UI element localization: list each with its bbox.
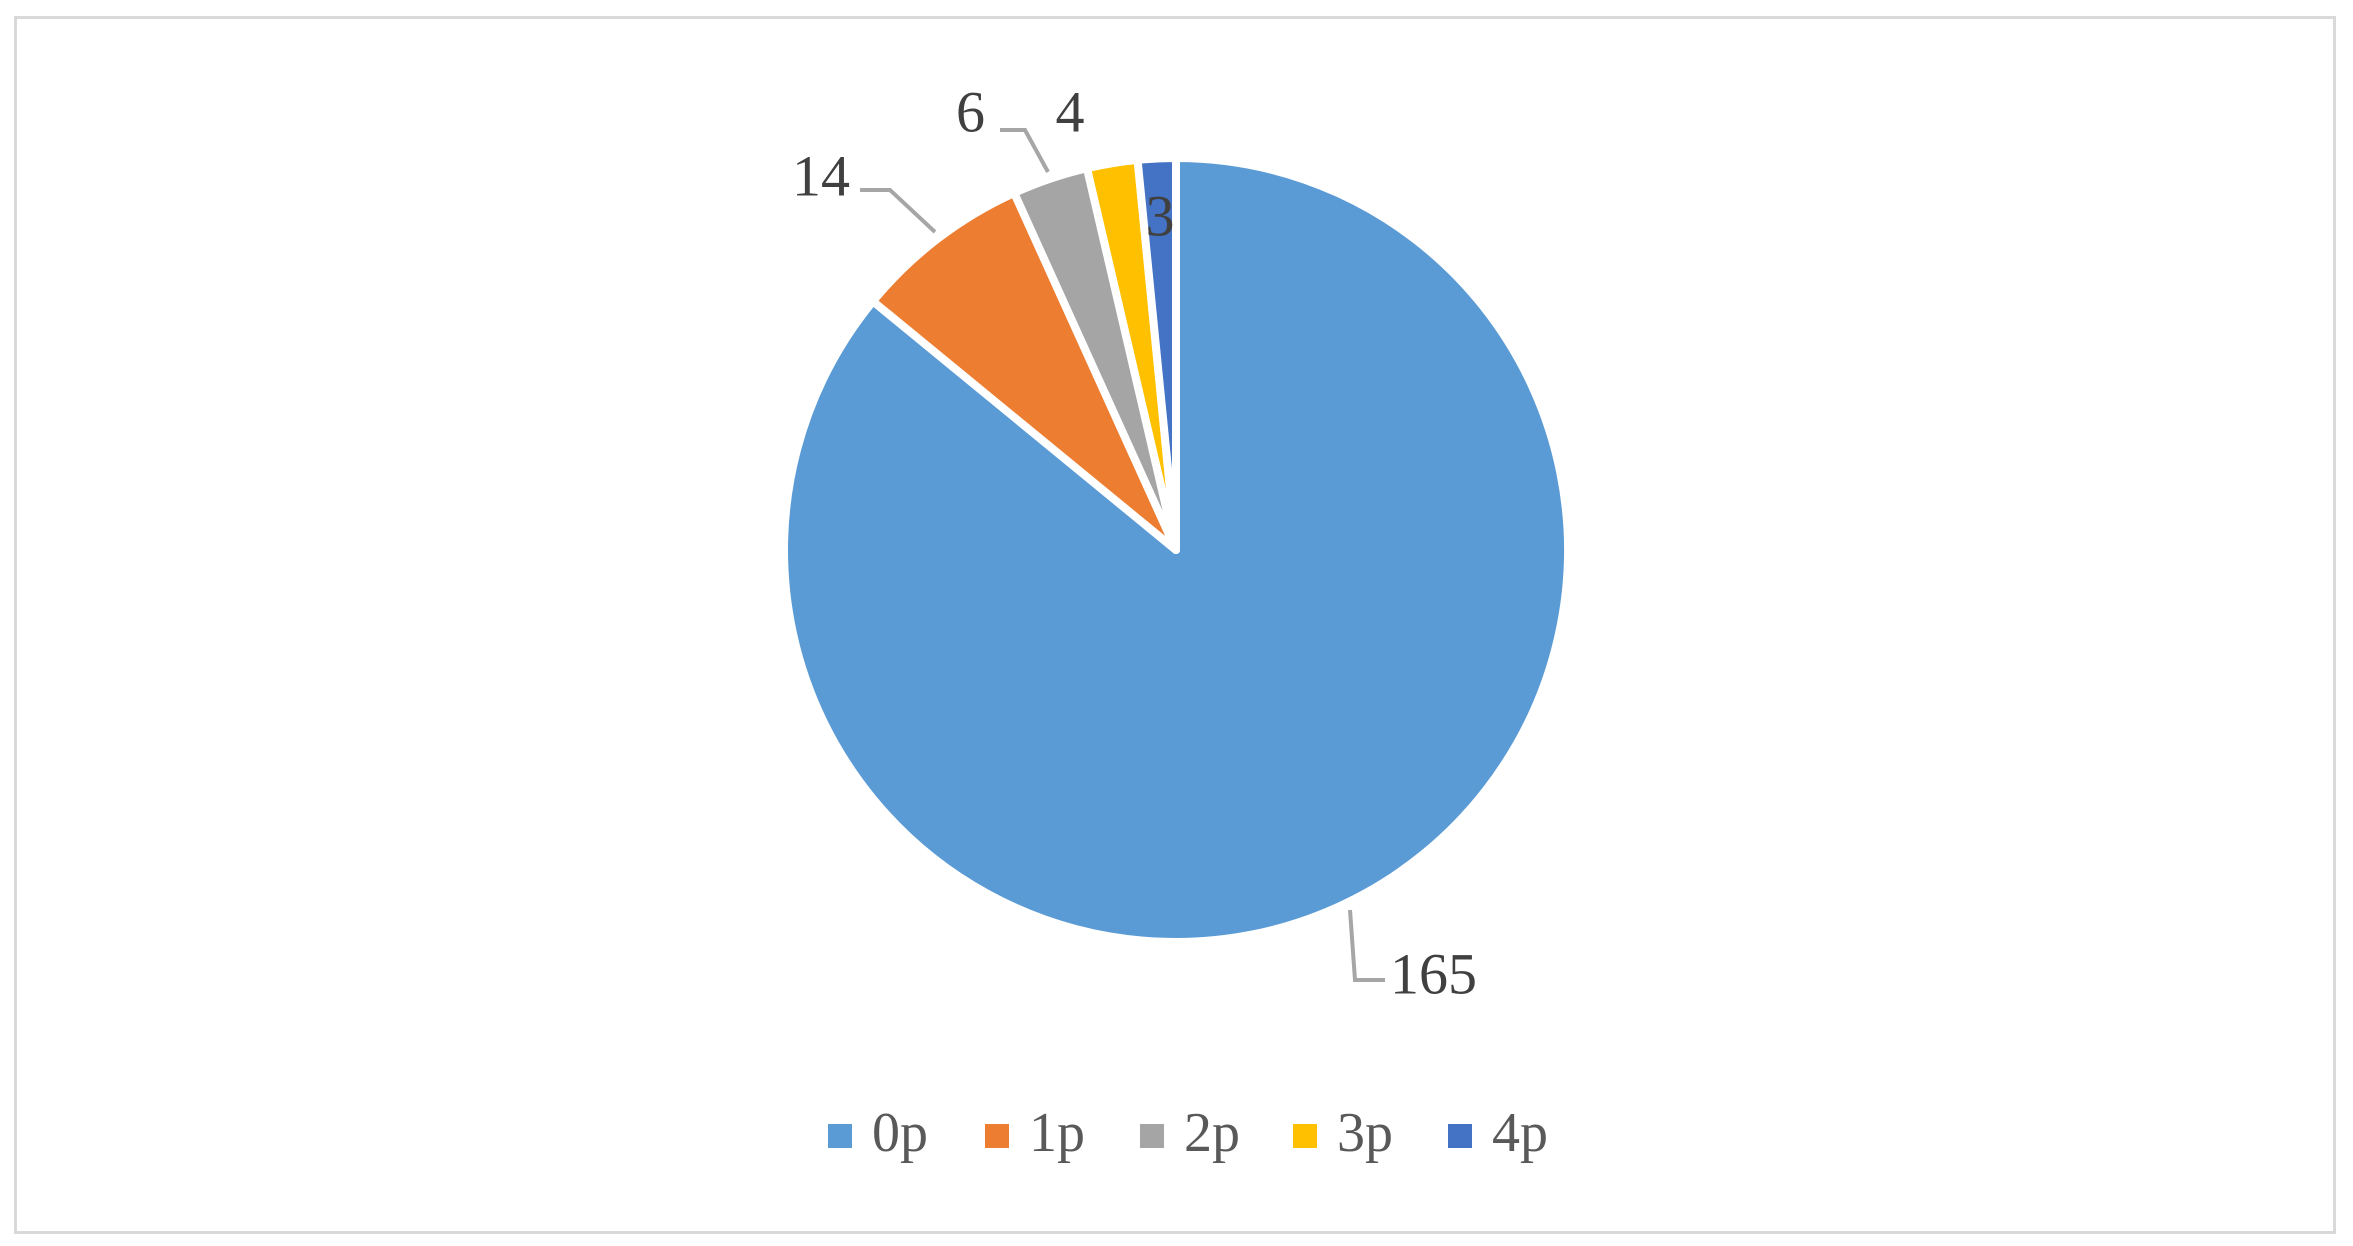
data-label-4p: 3: [1146, 183, 1175, 248]
legend-item-0p: 0p: [828, 1102, 928, 1164]
legend-label-4p: 4p: [1492, 1102, 1548, 1164]
legend-swatch-3p: [1293, 1124, 1317, 1148]
legend-swatch-0p: [828, 1124, 852, 1148]
leader-line-2p: [1000, 128, 1050, 173]
legend-item-4p: 4p: [1448, 1102, 1548, 1164]
pie-slice-1p: [868, 188, 1180, 554]
leader-line-0p: [1348, 909, 1385, 982]
data-labels: 165 14 6 4 3: [792, 79, 1477, 1006]
legend-label-0p: 0p: [872, 1102, 928, 1164]
legend-label-3p: 3p: [1337, 1102, 1393, 1164]
pie-slice-4p: [1133, 154, 1180, 554]
leader-line-1p: [860, 188, 937, 234]
legend-item-3p: 3p: [1293, 1102, 1393, 1164]
leader-lines: [860, 128, 1385, 982]
legend-item-1p: 1p: [985, 1102, 1085, 1164]
legend-item-2p: 2p: [1140, 1102, 1240, 1164]
legend-label-2p: 2p: [1184, 1102, 1240, 1164]
legend-swatch-2p: [1140, 1124, 1164, 1148]
legend-swatch-4p: [1448, 1124, 1472, 1148]
legend-swatch-1p: [985, 1124, 1009, 1148]
data-label-3p: 4: [1056, 79, 1085, 144]
pie-slices: [780, 154, 1572, 946]
legend: 0p 1p 2p 3p 4p: [828, 1102, 1548, 1164]
data-label-0p: 165: [1390, 941, 1477, 1006]
data-label-2p: 6: [956, 79, 985, 144]
data-label-1p: 14: [792, 143, 850, 208]
legend-label-1p: 1p: [1029, 1102, 1085, 1164]
